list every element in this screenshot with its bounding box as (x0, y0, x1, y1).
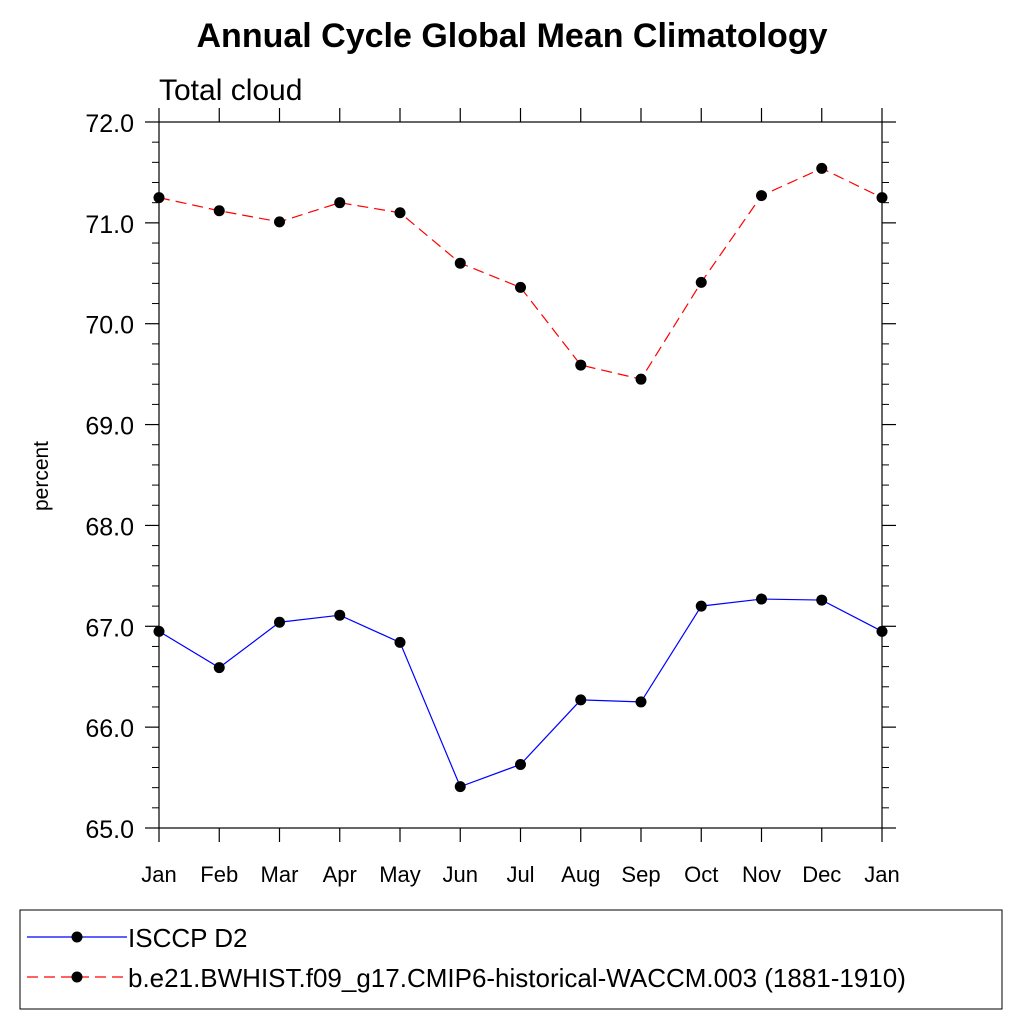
data-point-series-0 (575, 694, 587, 706)
data-point-series-1 (756, 190, 767, 202)
data-point-series-1 (816, 162, 828, 174)
x-tick-label: Jun (443, 862, 478, 887)
x-tick-label: Oct (684, 862, 718, 887)
data-point-series-0 (454, 781, 466, 793)
data-point-series-1 (876, 192, 888, 204)
data-point-series-0 (816, 594, 828, 606)
x-tick-label: Aug (561, 862, 600, 887)
series-layer (153, 162, 888, 793)
y-tick-label: 72.0 (85, 110, 134, 138)
legend-marker-1 (71, 971, 83, 983)
y-tick-label: 70.0 (85, 312, 134, 340)
data-point-series-0 (635, 696, 647, 708)
chart-subtitle: Total cloud (159, 74, 302, 107)
x-tick-label: Jan (864, 862, 899, 887)
data-point-series-1 (635, 373, 647, 385)
data-point-series-0 (334, 609, 346, 621)
data-point-series-0 (695, 600, 707, 612)
legend-label-1: b.e21.BWHIST.f09_g17.CMIP6-historical-WA… (128, 963, 906, 993)
data-point-series-1 (334, 197, 346, 209)
legend-label-0: ISCCP D2 (128, 923, 247, 953)
data-point-series-1 (515, 281, 526, 293)
y-tick-label: 71.0 (85, 211, 134, 239)
x-tick-label: Jul (506, 862, 534, 887)
x-tick-label: May (379, 862, 421, 887)
chart-title: Annual Cycle Global Mean Climatology (197, 17, 828, 55)
data-point-series-0 (394, 636, 406, 648)
y-tick-label: 65.0 (85, 816, 134, 844)
data-point-series-1 (454, 257, 466, 269)
y-tick-label: 66.0 (85, 715, 134, 743)
x-tick-label: Feb (200, 862, 238, 887)
x-tick-label: Dec (802, 862, 841, 887)
data-point-series-1 (153, 192, 165, 204)
y-tick-label: 69.0 (85, 413, 134, 441)
plot-frame (158, 121, 883, 829)
y-tick-label: 67.0 (85, 614, 134, 642)
data-point-series-1 (695, 276, 707, 288)
x-tick-label: Sep (621, 862, 660, 887)
data-point-series-0 (213, 662, 225, 674)
x-tick-label: Jan (141, 862, 176, 887)
data-point-series-1 (274, 216, 285, 228)
y-tick-label: 68.0 (85, 513, 134, 541)
x-tick-label: Mar (261, 862, 299, 887)
data-point-series-0 (274, 616, 285, 628)
x-tick-label: Nov (742, 862, 781, 887)
data-point-series-0 (153, 625, 165, 637)
data-point-series-1 (394, 207, 406, 219)
data-point-series-1 (213, 205, 225, 217)
x-tick-label: Apr (323, 862, 357, 887)
legend-box (19, 909, 1003, 1010)
data-point-series-0 (515, 758, 526, 770)
legend: ISCCP D2 b.e21.BWHIST.f09_g17.CMIP6-histo… (19, 909, 1003, 1010)
data-point-series-0 (876, 625, 888, 637)
y-axis-label: percent (30, 441, 53, 511)
legend-marker-0 (71, 931, 83, 943)
series-line-1 (158, 167, 883, 380)
axes-layer: 65.0 66.0 67.0 68.0 69.0 70.0 71.0 72.0 Jan Feb Ma… (85, 108, 900, 887)
data-point-series-1 (575, 359, 587, 371)
data-point-series-0 (756, 593, 767, 605)
series-line-0 (158, 598, 883, 788)
